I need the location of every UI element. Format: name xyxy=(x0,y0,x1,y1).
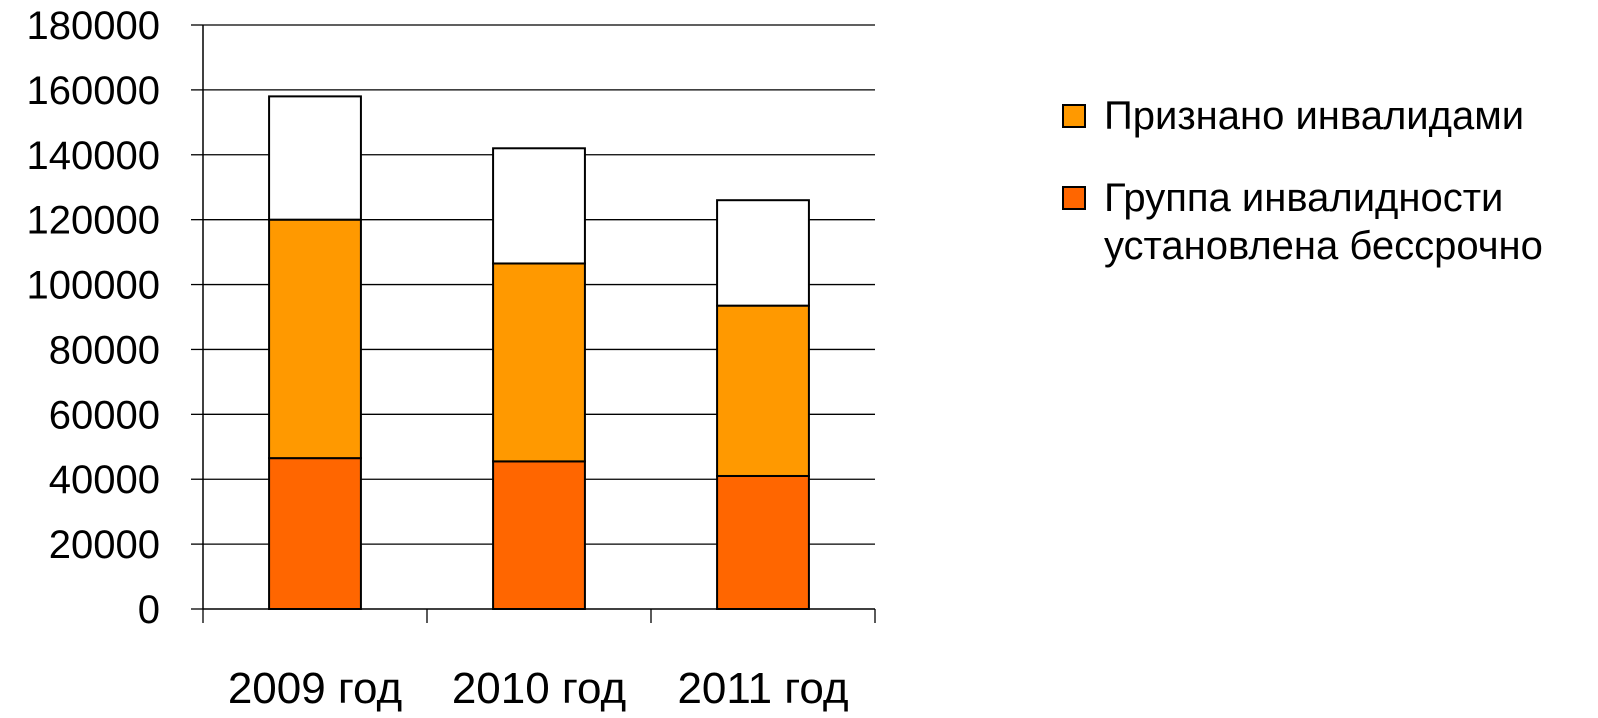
legend-label: Признано инвалидами xyxy=(1104,94,1525,138)
category-label: 2011 год xyxy=(677,664,848,713)
legend-swatch xyxy=(1062,104,1086,128)
y-tick-label: 40000 xyxy=(49,458,160,502)
bar-segment xyxy=(268,95,362,221)
bars xyxy=(268,95,810,610)
bar-segment xyxy=(716,199,810,307)
bar-segment xyxy=(716,474,810,610)
bar-segment xyxy=(716,304,810,477)
bar-segment xyxy=(492,460,586,610)
y-tick-label: 180000 xyxy=(27,4,160,48)
y-tick-label: 140000 xyxy=(27,134,160,178)
legend: Признано инвалидами Группа инвалидности … xyxy=(1058,92,1578,304)
y-tick-label: 100000 xyxy=(27,264,160,308)
y-tick-label: 0 xyxy=(138,588,160,632)
legend-label: Группа инвалидности установлена бессрочн… xyxy=(1104,176,1543,268)
legend-swatch xyxy=(1062,186,1086,210)
y-tick-label: 20000 xyxy=(49,523,160,567)
y-tick-label: 160000 xyxy=(27,69,160,113)
y-tick-label: 80000 xyxy=(49,328,160,372)
bar-segment xyxy=(268,457,362,610)
category-label: 2009 год xyxy=(228,664,402,713)
y-tick-label: 120000 xyxy=(27,199,160,243)
axes xyxy=(191,24,876,623)
legend-item: Признано инвалидами xyxy=(1058,92,1578,140)
bar-segment xyxy=(492,262,586,463)
y-tick-label: 60000 xyxy=(49,393,160,437)
legend-item: Группа инвалидности установлена бессрочн… xyxy=(1058,174,1578,270)
category-labels: 2009 год 2010 год 2011 год xyxy=(228,664,849,713)
bar-segment xyxy=(268,218,362,460)
category-label: 2010 год xyxy=(452,664,626,713)
y-tick-labels: 0 20000 40000 60000 80000 100000 120000 140000 1… xyxy=(27,4,160,632)
bar-segment xyxy=(492,147,586,265)
